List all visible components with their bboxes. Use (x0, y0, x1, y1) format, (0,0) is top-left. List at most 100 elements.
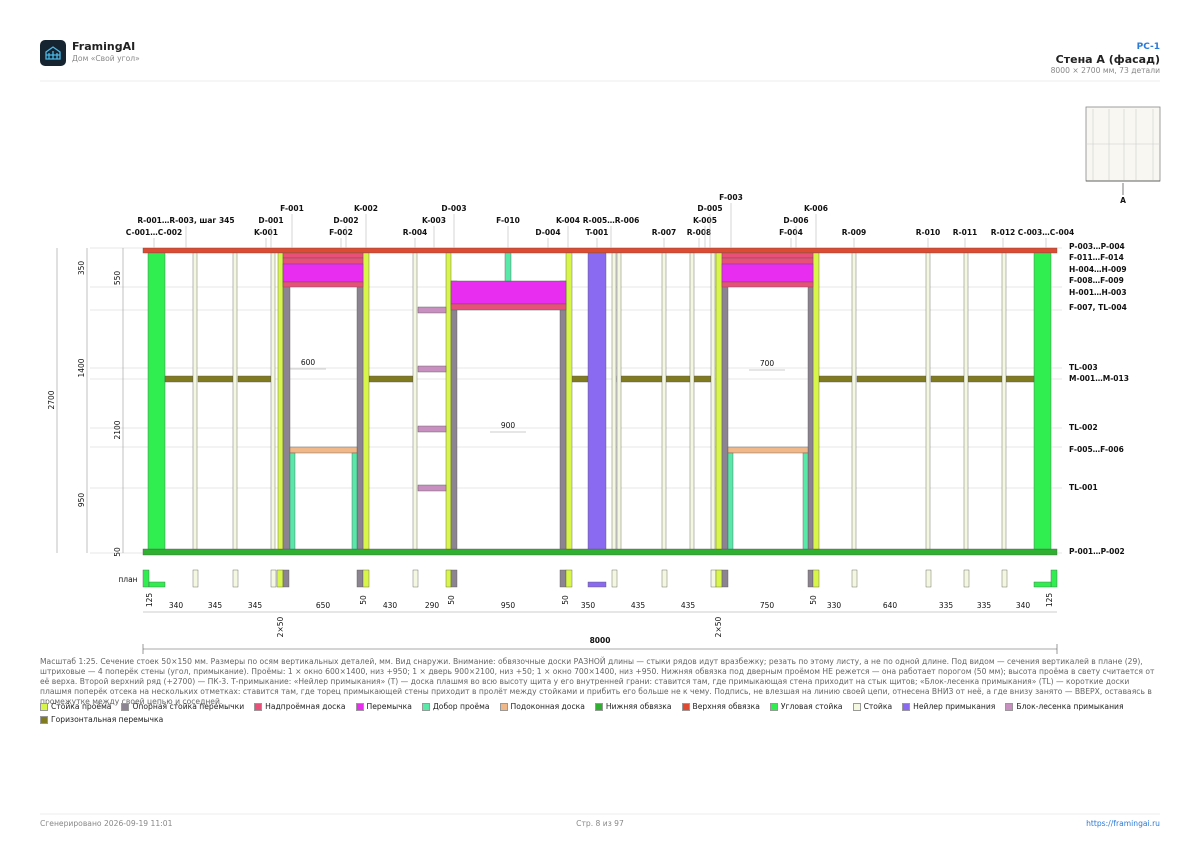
member-label: D-005 (697, 204, 722, 213)
legend-label: Верхняя обвязка (692, 702, 760, 711)
dim-label: 350 (77, 261, 86, 276)
app-name: FramingAI (72, 40, 136, 53)
legend-swatch (852, 702, 861, 711)
dim-label: 345 (248, 601, 263, 610)
stud (851, 252, 857, 550)
wall-elevation: план C-001…C-002 K-001 F-002 R-004 D-004 T-001… (47, 106, 1161, 654)
total-dim: 8000 (590, 636, 611, 645)
member-label: F-007, TL-004 (1069, 303, 1127, 312)
member-label: K-001 (254, 228, 278, 237)
legend-label: Нейлер примыкания (913, 702, 996, 711)
member-label: R-008 (687, 228, 712, 237)
plan-section (148, 581, 166, 588)
stud (611, 252, 617, 550)
legend-item: Подоконная доска (499, 702, 585, 711)
plan-section (1033, 581, 1052, 588)
plan-section (450, 569, 458, 588)
legend-swatch (254, 702, 263, 711)
member-label: R-010 (916, 228, 941, 237)
horizontal-blocking (1005, 375, 1035, 383)
sheet-subtitle: 8000 × 2700 мм, 73 детали (1050, 66, 1160, 75)
legend-label: Стойка (863, 702, 893, 711)
stud (661, 252, 667, 550)
dim-label: 2×50 (714, 616, 723, 637)
member-label: K-005 (693, 216, 717, 225)
legend-swatch (769, 702, 778, 711)
legend-swatch (902, 702, 911, 711)
dim-label: 640 (883, 601, 898, 610)
plan-section (661, 569, 668, 588)
member-label: F-004 (779, 228, 803, 237)
legend-swatch (121, 702, 130, 711)
dim-label: 900 (501, 421, 516, 430)
member-label: M-001…M-013 (1069, 374, 1129, 383)
member-label: F-008…F-009 (1069, 276, 1124, 285)
plan-section (142, 569, 150, 588)
plan-section (721, 569, 729, 588)
dim-label: 700 (760, 359, 775, 368)
member-label: R-009 (842, 228, 867, 237)
filler (289, 452, 296, 550)
lintel (450, 280, 567, 305)
member-label: T-001 (586, 228, 609, 237)
legend-label: Угловая стойка (780, 702, 843, 711)
dim-label: 2700 (47, 390, 56, 409)
support-stud (356, 263, 364, 550)
dim-label: 330 (827, 601, 842, 610)
member-label: D-002 (333, 216, 358, 225)
url[interactable]: https://framingai.ru (1086, 819, 1160, 828)
legend-label: Горизонтальная перемычка (51, 715, 164, 724)
logo-icon (45, 46, 61, 60)
member-label: F-001 (280, 204, 304, 213)
member-label: K-006 (804, 204, 828, 213)
stud (710, 252, 716, 550)
plan-section (807, 569, 814, 588)
member-label: R-004 (403, 228, 428, 237)
plan-section (715, 569, 723, 588)
plan-section (1001, 569, 1008, 588)
lintel (721, 263, 814, 283)
dim-label: 340 (1016, 601, 1031, 610)
plan-section (611, 569, 618, 588)
legend-label: Надпроёмная доска (265, 702, 346, 711)
legend: Стойка проёма Опорная стойка перемычки Над… (40, 702, 1160, 724)
support-stud (807, 263, 814, 550)
lintel (282, 263, 364, 283)
plan-section (851, 569, 858, 588)
filler (727, 452, 734, 550)
dim-label: 125 (145, 593, 154, 608)
header-board (282, 257, 364, 265)
member-label: D-006 (783, 216, 808, 225)
legend-item: Нижняя обвязка (594, 702, 672, 711)
horizontal-blocking (665, 375, 712, 383)
filler (504, 252, 512, 282)
corner-stud (147, 252, 166, 550)
block-ladder (417, 306, 447, 314)
opening-stud (277, 252, 284, 550)
support-stud (721, 263, 729, 550)
dim-label: 50 (359, 595, 368, 605)
dim-label: 50 (561, 595, 570, 605)
member-label: F-005…F-006 (1069, 445, 1124, 454)
stud (192, 252, 198, 550)
legend-swatch (355, 702, 364, 711)
dim-label: 125 (1045, 593, 1054, 608)
dim-label: 600 (301, 358, 316, 367)
header-board (282, 252, 364, 259)
member-label: P-001…P-002 (1069, 547, 1125, 556)
bottom-plate (142, 548, 1058, 556)
opening-stud (715, 252, 723, 550)
legend-item: Надпроёмная доска (254, 702, 346, 711)
generated: Сгенерировано 2026-09-19 11:01 (40, 819, 173, 828)
member-label: TL-002 (1069, 423, 1098, 432)
legend-swatch (40, 715, 48, 724)
plan-section (356, 569, 364, 588)
dim-label: 750 (760, 601, 775, 610)
legend-label: Подоконная доска (510, 702, 585, 711)
legend-item: Стойка проёма (40, 702, 111, 711)
dim-label: 50 (447, 595, 456, 605)
member-label: F-010 (496, 216, 520, 225)
member-label: F-002 (329, 228, 353, 237)
member-label: D-001 (258, 216, 283, 225)
header-board (282, 281, 364, 288)
